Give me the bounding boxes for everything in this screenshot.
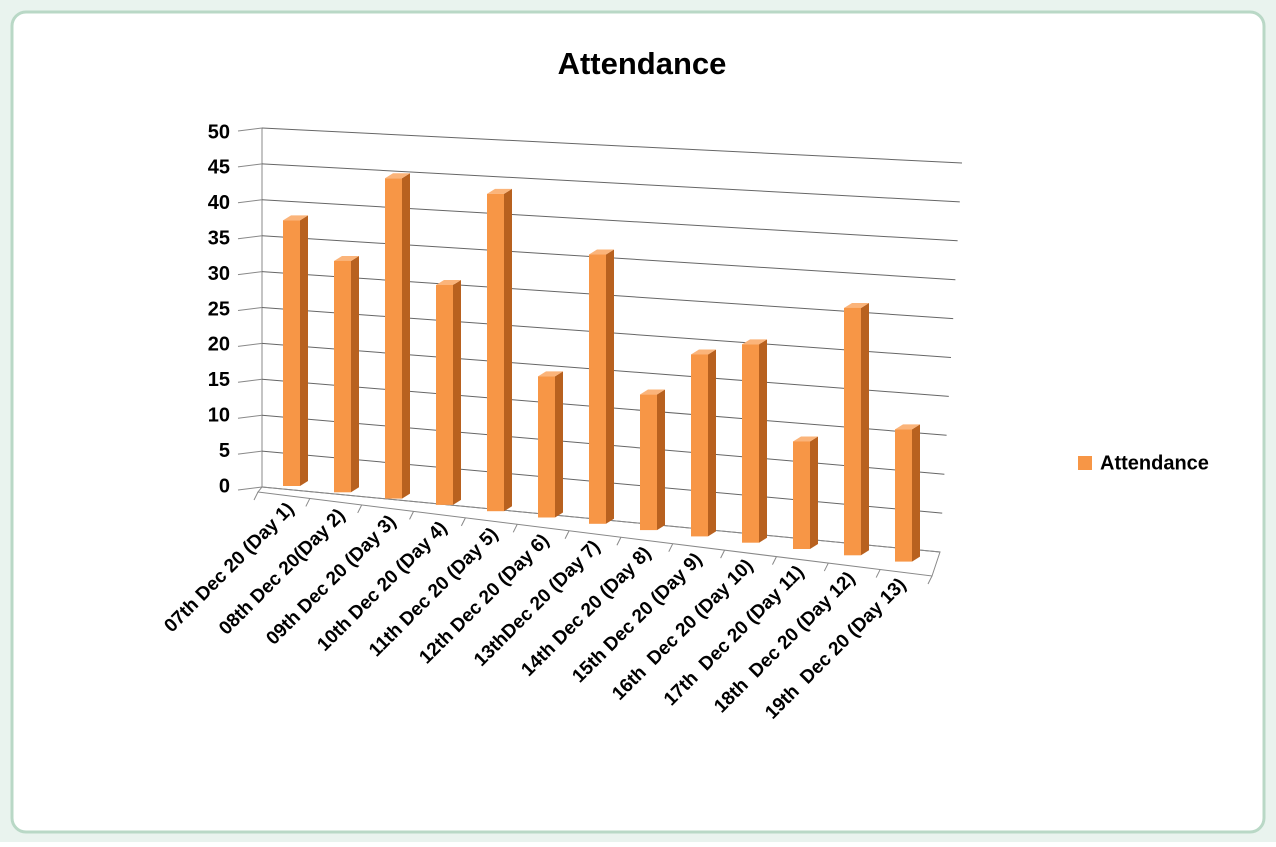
y-tick [237,342,263,347]
bar [538,376,555,518]
x-tick [927,575,933,585]
bar [844,307,861,556]
y-tick-label: 15 [208,369,230,391]
x-tick [512,524,518,533]
y-tick [237,307,263,311]
y-tick [237,378,263,383]
bar-top [895,424,920,430]
bar-side [810,436,818,549]
bar [895,429,912,562]
bar-top [844,302,869,308]
x-tick [409,511,414,520]
bar-side [657,389,665,531]
bar-side [555,371,563,518]
bar-top [793,436,818,442]
bar-side [759,339,767,543]
chart-title: Attendance [558,46,727,81]
y-tick-label: 30 [208,263,230,285]
bar [283,220,300,486]
bar-top [589,249,614,255]
x-tick [357,504,363,514]
y-tick [237,486,263,491]
y-tick [237,271,263,276]
bar [436,285,453,505]
bar-top [487,188,512,194]
bar [640,394,657,531]
bar-side [402,173,410,499]
bar-top [742,339,767,345]
y-tick-label: 45 [208,157,230,179]
bar [589,254,606,524]
bar-side [606,249,614,524]
grid-line [261,127,963,164]
y-tick-label: 35 [208,227,230,249]
y-tick [237,163,263,168]
grid-line [261,199,958,242]
bar [793,441,810,549]
chart-area [10,10,1266,834]
bar [742,344,759,543]
y-tick [237,235,263,240]
bar [691,354,708,537]
x-tick [564,530,570,539]
grid-line [261,163,960,203]
x-tick [616,537,622,546]
y-tick [237,127,263,132]
x-tick [460,517,466,527]
bar-top [385,173,410,179]
y-tick [237,199,263,204]
bar-side [300,215,308,486]
bar-side [351,255,359,493]
bar-top [334,255,359,261]
bar-top [283,215,308,221]
x-tick [875,569,881,578]
legend-swatch [1078,456,1092,470]
x-tick [720,549,726,559]
x-tick [823,562,829,572]
y-tick-label: 50 [208,121,230,143]
bar-top [436,280,461,285]
bar [487,193,504,512]
bar-side [861,302,869,556]
bar [385,178,402,499]
bar-top [538,371,563,377]
bar-side [453,280,461,505]
y-tick-label: 25 [208,298,230,320]
y-tick-label: 10 [208,404,230,426]
bar [334,260,351,493]
y-tick-label: 40 [208,192,230,214]
bar-top [691,349,716,355]
x-tick [772,556,777,565]
y-tick [237,450,263,455]
legend-label: Attendance [1100,452,1209,474]
y-tick-label: 0 [219,475,230,497]
bar-top [640,389,665,395]
y-tick-label: 20 [208,334,230,356]
y-tick-label: 5 [219,440,230,462]
x-tick [305,498,311,507]
bar-side [504,188,512,512]
bar-side [912,424,920,562]
y-tick [237,414,263,419]
x-tick [668,543,674,552]
bar-side [708,349,716,537]
x-tick [253,491,259,501]
